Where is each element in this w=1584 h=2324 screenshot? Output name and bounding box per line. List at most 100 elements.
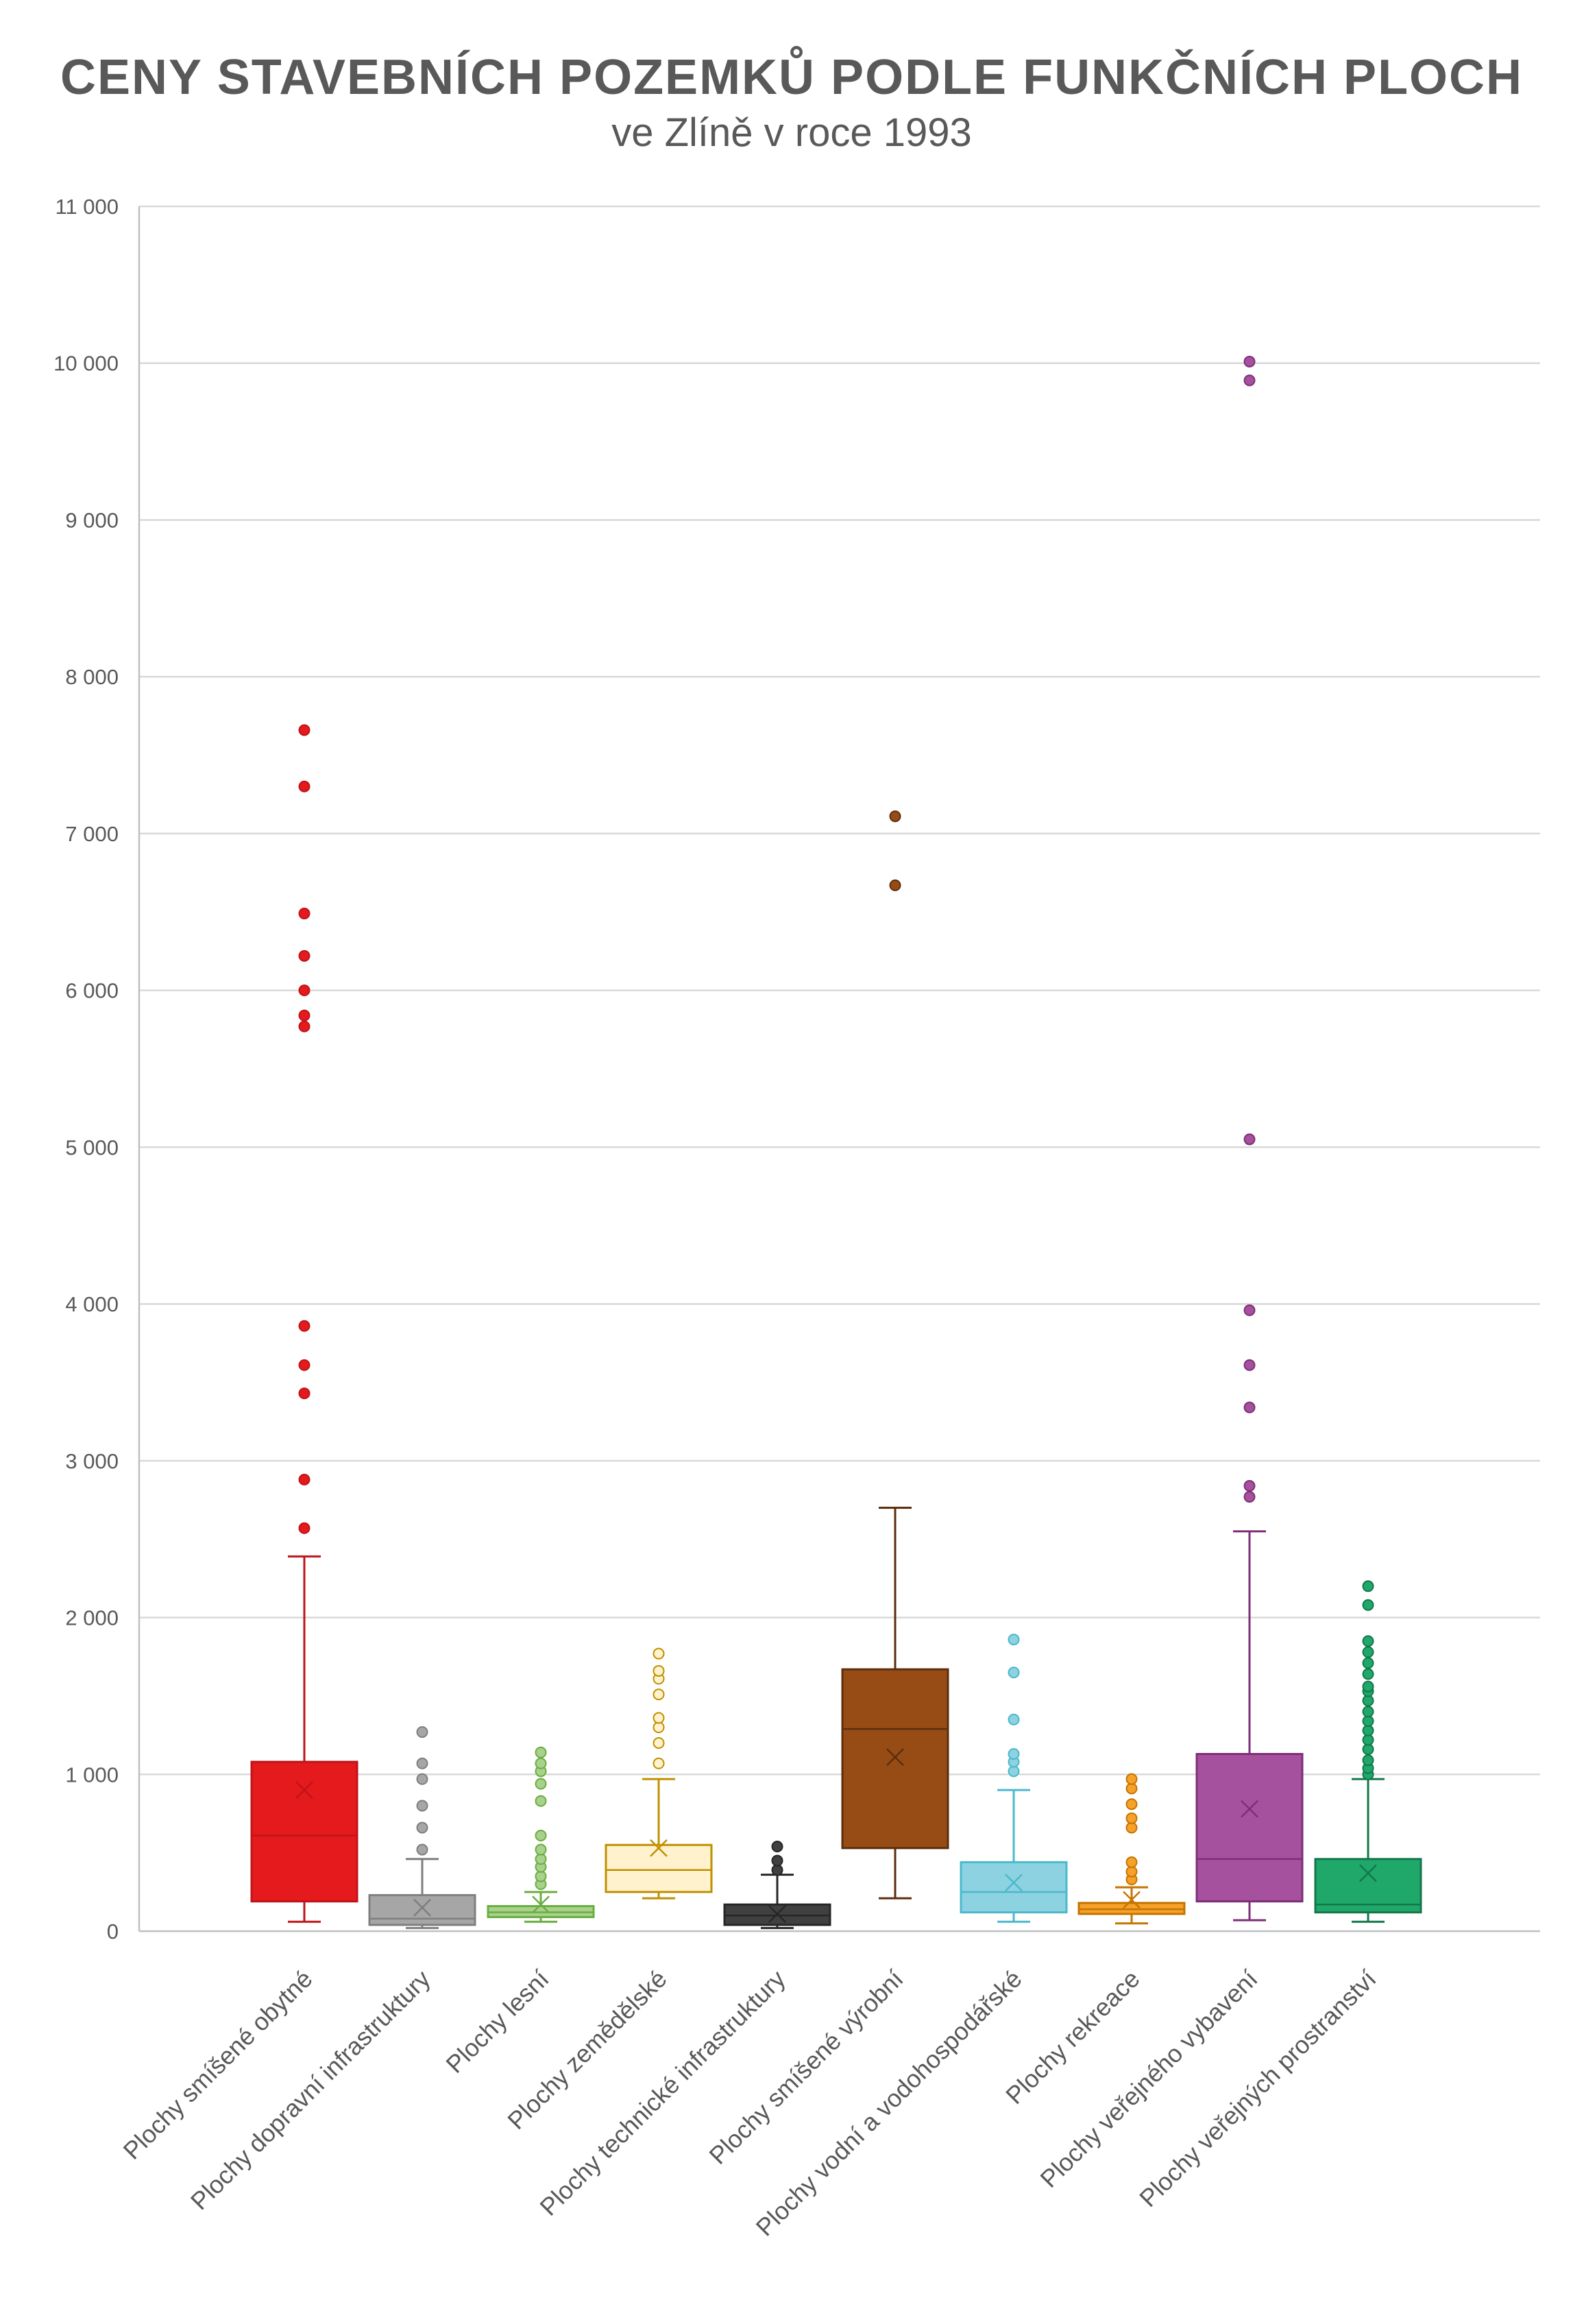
outlier-point bbox=[1362, 1657, 1374, 1669]
outlier-point bbox=[535, 1829, 547, 1841]
chart-subtitle: ve Zlíně v roce 1993 bbox=[611, 110, 972, 155]
outlier-point bbox=[1125, 1798, 1138, 1811]
outlier-point bbox=[653, 1712, 665, 1724]
outlier-point bbox=[771, 1840, 783, 1852]
outlier-point bbox=[298, 1473, 310, 1486]
box-group bbox=[841, 810, 949, 1900]
outlier-point bbox=[298, 1522, 310, 1534]
x-category-label: Plochy smíšené výrobní bbox=[703, 1965, 908, 2170]
outlier-point bbox=[1008, 1634, 1020, 1646]
box-group bbox=[250, 724, 358, 1923]
y-tick-label: 10 000 bbox=[53, 352, 119, 376]
x-category-label: Plochy dopravní infrastruktury bbox=[185, 1965, 436, 2216]
outlier-point bbox=[416, 1757, 428, 1769]
outlier-point bbox=[1008, 1748, 1020, 1760]
outlier-point bbox=[1362, 1599, 1374, 1611]
outlier-point bbox=[771, 1854, 783, 1867]
outlier-point bbox=[653, 1757, 665, 1769]
x-category-label: Plochy vodní a vodohospodářské bbox=[751, 1965, 1027, 2242]
outlier-point bbox=[535, 1746, 547, 1758]
outlier-point bbox=[1362, 1754, 1374, 1767]
box bbox=[605, 1843, 713, 1893]
outlier-point bbox=[416, 1843, 428, 1856]
outlier-point bbox=[1362, 1668, 1374, 1680]
outlier-point bbox=[298, 780, 310, 792]
y-tick-label: 5 000 bbox=[65, 1135, 119, 1159]
y-tick-label: 7 000 bbox=[65, 822, 119, 846]
outlier-point bbox=[535, 1843, 547, 1856]
outlier-point bbox=[298, 1009, 310, 1021]
x-category-label: Plochy veřejných prostranství bbox=[1134, 1965, 1381, 2212]
outlier-point bbox=[1362, 1580, 1374, 1593]
mean-marker bbox=[413, 1898, 431, 1917]
outlier-point bbox=[298, 984, 310, 997]
box-group bbox=[368, 1726, 476, 1929]
mean-marker bbox=[1123, 1891, 1141, 1909]
outlier-point bbox=[416, 1800, 428, 1812]
outlier-point bbox=[535, 1795, 547, 1807]
y-tick-label: 1 000 bbox=[65, 1763, 119, 1787]
boxes bbox=[250, 355, 1422, 1929]
outlier-point bbox=[1243, 355, 1256, 367]
x-category-label: Plochy lesní bbox=[440, 1965, 554, 2079]
outlier-point bbox=[889, 810, 901, 823]
x-category-label: Plochy technické infrastruktury bbox=[534, 1965, 790, 2221]
outlier-point bbox=[1008, 1667, 1020, 1679]
x-category-label: Plochy smíšené obytné bbox=[117, 1965, 317, 2165]
mean-marker bbox=[886, 1748, 904, 1766]
outlier-point bbox=[535, 1757, 547, 1769]
outlier-point bbox=[1243, 1401, 1256, 1414]
outlier-point bbox=[1243, 1359, 1256, 1371]
y-tick-label: 0 bbox=[107, 1920, 119, 1944]
outlier-point bbox=[298, 724, 310, 736]
outlier-point bbox=[298, 1387, 310, 1399]
outlier-point bbox=[1362, 1635, 1374, 1647]
y-tick-label: 8 000 bbox=[65, 665, 119, 689]
box-group bbox=[960, 1634, 1068, 1923]
outlier-point bbox=[416, 1773, 428, 1785]
outlier-point bbox=[1243, 1133, 1256, 1146]
outlier-point bbox=[1243, 374, 1256, 387]
mean-marker bbox=[1359, 1864, 1377, 1883]
outlier-point bbox=[416, 1726, 428, 1739]
mean-marker bbox=[768, 1904, 786, 1923]
outlier-point bbox=[298, 1320, 310, 1332]
box bbox=[960, 1861, 1068, 1914]
mean-marker bbox=[295, 1781, 313, 1800]
mean-marker bbox=[532, 1896, 550, 1914]
outlier-point bbox=[535, 1778, 547, 1790]
mean-marker bbox=[1241, 1800, 1258, 1818]
y-tick-label: 9 000 bbox=[65, 508, 119, 532]
outlier-point bbox=[298, 1020, 310, 1032]
y-tick-label: 2 000 bbox=[65, 1606, 119, 1630]
y-tick-label: 6 000 bbox=[65, 979, 119, 1003]
box-group bbox=[1077, 1773, 1186, 1925]
outlier-point bbox=[298, 949, 310, 962]
y-axis-ticks: 0 1 000 2 000 3 000 4 000 5 000 6 000 7 000 8 00… bbox=[53, 195, 119, 1944]
box bbox=[1314, 1858, 1422, 1914]
outlier-point bbox=[1125, 1812, 1138, 1824]
outlier-point bbox=[1243, 1490, 1256, 1503]
box-group bbox=[605, 1647, 713, 1900]
box bbox=[250, 1760, 358, 1903]
outlier-point bbox=[653, 1647, 665, 1660]
box-group bbox=[1314, 1580, 1422, 1923]
box-group bbox=[487, 1746, 595, 1923]
outlier-point bbox=[1243, 1304, 1256, 1316]
y-tick-label: 3 000 bbox=[65, 1449, 119, 1473]
y-tick-label: 4 000 bbox=[65, 1292, 119, 1316]
mean-marker bbox=[650, 1839, 668, 1857]
outlier-point bbox=[298, 1359, 310, 1371]
outlier-point bbox=[1008, 1713, 1020, 1726]
outlier-point bbox=[1362, 1706, 1374, 1718]
outlier-point bbox=[889, 879, 901, 891]
chart-title: CENY STAVEBNÍCH POZEMKŮ PODLE FUNKČNÍCH … bbox=[60, 46, 1523, 105]
mean-marker bbox=[1005, 1874, 1023, 1891]
box bbox=[368, 1893, 476, 1926]
outlier-point bbox=[1362, 1680, 1374, 1693]
outlier-point bbox=[416, 1821, 428, 1834]
box bbox=[841, 1668, 949, 1850]
x-category-label: Plochy veřejného vybavení bbox=[1034, 1965, 1263, 2193]
outlier-point bbox=[1125, 1773, 1138, 1785]
